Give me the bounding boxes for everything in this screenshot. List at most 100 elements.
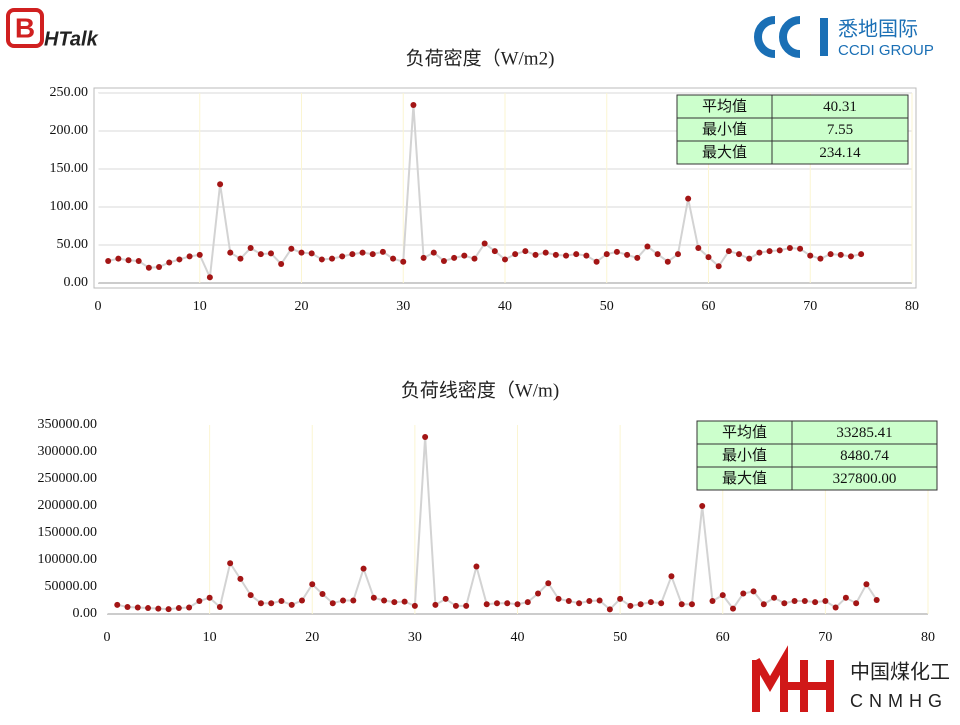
point bbox=[624, 251, 631, 258]
y-tick-label: 250.00 bbox=[50, 85, 89, 100]
point bbox=[606, 606, 613, 613]
point bbox=[730, 605, 737, 612]
point bbox=[257, 251, 264, 258]
point bbox=[452, 602, 459, 609]
point bbox=[678, 601, 685, 608]
point bbox=[847, 253, 854, 260]
point bbox=[668, 573, 675, 580]
point bbox=[390, 255, 397, 262]
point bbox=[145, 264, 152, 271]
brand-cn: 悉地国际 bbox=[838, 17, 918, 41]
point bbox=[176, 256, 183, 263]
point bbox=[502, 256, 508, 263]
point bbox=[573, 251, 580, 258]
point bbox=[858, 251, 865, 258]
x-tick-label: 70 bbox=[803, 299, 817, 314]
point bbox=[278, 598, 285, 605]
stats-label: 平均值 bbox=[702, 98, 747, 115]
point bbox=[791, 598, 798, 605]
point bbox=[766, 248, 773, 255]
x-tick-label: 50 bbox=[600, 299, 614, 314]
point bbox=[379, 248, 386, 255]
point bbox=[746, 255, 753, 262]
point bbox=[442, 595, 449, 602]
point bbox=[461, 252, 468, 259]
y-tick-label: 100.00 bbox=[50, 199, 89, 214]
plot-frame bbox=[93, 87, 917, 289]
point bbox=[247, 245, 254, 252]
point bbox=[837, 251, 844, 258]
x-tick-label: 80 bbox=[921, 630, 935, 645]
y-tick-label: 50000.00 bbox=[45, 579, 98, 594]
y-tick-label: 300000.00 bbox=[38, 444, 98, 459]
point bbox=[812, 599, 819, 606]
y-tick-label: 200000.00 bbox=[38, 498, 98, 513]
point bbox=[318, 256, 325, 263]
point bbox=[725, 248, 732, 255]
x-tick-label: 40 bbox=[498, 299, 512, 314]
point bbox=[349, 251, 356, 258]
point bbox=[627, 602, 634, 609]
point bbox=[410, 102, 417, 109]
point bbox=[268, 600, 275, 607]
point bbox=[196, 251, 203, 258]
stats-label: 最大值 bbox=[702, 144, 747, 161]
point bbox=[481, 240, 488, 247]
point bbox=[715, 263, 722, 270]
point bbox=[756, 249, 763, 256]
x-tick-label: 50 bbox=[613, 630, 627, 645]
x-tick-label: 20 bbox=[305, 630, 319, 645]
point bbox=[360, 565, 367, 572]
point bbox=[115, 255, 122, 262]
footer-en: CNMHG bbox=[850, 691, 948, 711]
point bbox=[422, 433, 429, 440]
chart-title: 负荷密度（W/m2) bbox=[406, 47, 555, 69]
stats-value: 40.31 bbox=[823, 99, 857, 115]
point bbox=[288, 601, 295, 608]
y-tick-label: 150.00 bbox=[50, 161, 89, 176]
point bbox=[647, 599, 654, 606]
point bbox=[432, 601, 439, 608]
point bbox=[165, 606, 172, 613]
point bbox=[555, 595, 562, 602]
point bbox=[664, 258, 671, 265]
x-tick-label: 60 bbox=[702, 299, 716, 314]
point bbox=[411, 602, 418, 609]
point bbox=[278, 261, 285, 267]
point bbox=[420, 254, 427, 261]
point bbox=[206, 594, 213, 601]
stats-label: 最小值 bbox=[722, 447, 767, 464]
point bbox=[237, 255, 244, 262]
point bbox=[340, 597, 347, 604]
point bbox=[329, 255, 336, 262]
point bbox=[267, 250, 274, 257]
point bbox=[114, 601, 121, 608]
point bbox=[563, 252, 570, 259]
point bbox=[504, 600, 511, 607]
point bbox=[524, 599, 531, 606]
point bbox=[634, 254, 641, 261]
x-tick-label: 0 bbox=[104, 630, 111, 645]
stats-value: 327800.00 bbox=[833, 471, 897, 487]
point bbox=[603, 251, 610, 258]
point bbox=[463, 602, 470, 609]
point bbox=[586, 598, 593, 605]
point bbox=[512, 251, 519, 258]
point bbox=[822, 598, 829, 605]
point bbox=[400, 258, 407, 265]
point bbox=[522, 248, 529, 255]
point bbox=[391, 599, 398, 606]
point bbox=[736, 251, 743, 258]
point bbox=[339, 253, 346, 260]
point bbox=[545, 580, 552, 587]
point bbox=[705, 254, 712, 261]
brand-logo bbox=[754, 16, 801, 58]
point bbox=[781, 600, 788, 607]
point bbox=[695, 245, 702, 252]
point bbox=[206, 274, 213, 281]
point bbox=[552, 251, 559, 258]
point bbox=[709, 598, 716, 605]
footer-logo bbox=[752, 645, 834, 712]
stats-value: 234.14 bbox=[819, 145, 861, 161]
stats-cell bbox=[771, 140, 909, 165]
